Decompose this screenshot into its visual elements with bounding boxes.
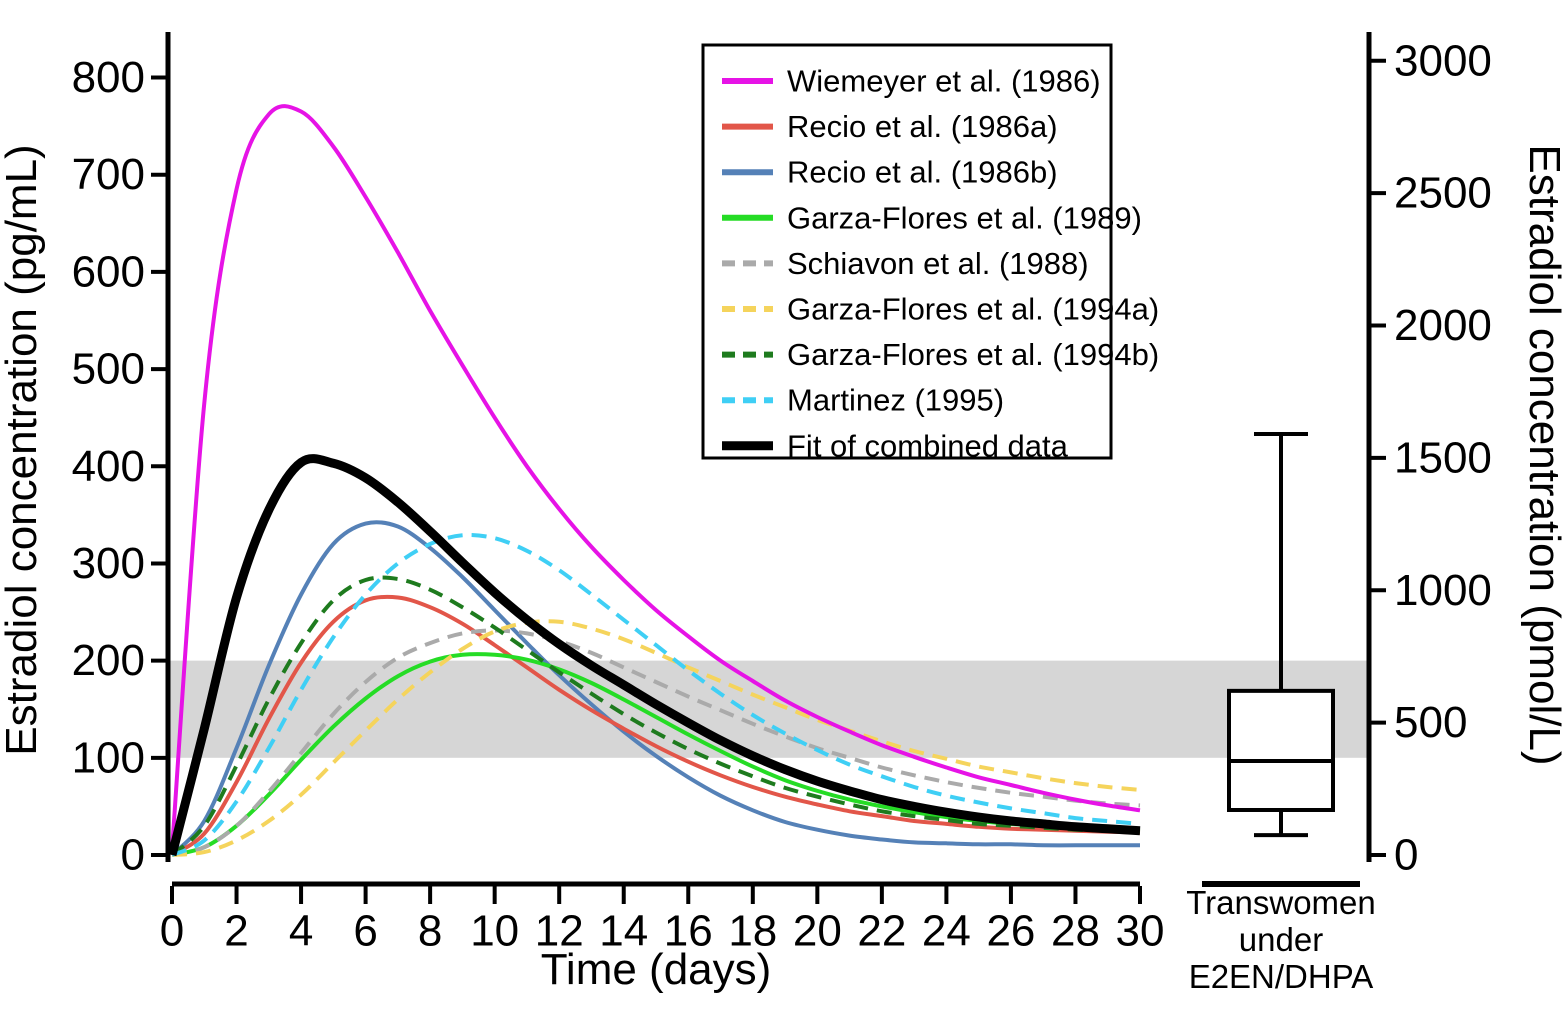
boxplot-box	[1227, 688, 1335, 812]
curve-garza-flores-et-al-1994b-	[170, 575, 1141, 857]
left-axis-tick-label: 500	[72, 345, 145, 394]
right-axis-tick-label: 2500	[1394, 169, 1492, 218]
x-axis-tick-label: 14	[599, 907, 648, 956]
right-axis-title: Estradiol concentration (pmol/L)	[1520, 144, 1564, 765]
x-axis-tick-label: 10	[470, 907, 519, 956]
legend-label-6: Garza-Flores et al. (1994b)	[787, 337, 1159, 372]
legend-label-0: Wiemeyer et al. (1986)	[787, 64, 1101, 99]
x-axis-tick-label: 8	[418, 907, 442, 956]
x-axis-tick-label: 4	[289, 907, 313, 956]
left-axis-tick-label: 200	[72, 636, 145, 685]
x-axis-title: Time (days)	[541, 945, 772, 994]
x-axis-tick-label: 2	[224, 907, 248, 956]
curve-recio-et-al-1986a-	[170, 594, 1141, 857]
right-axis-tick-label: 3000	[1394, 36, 1492, 85]
right-axis-tick-label: 500	[1394, 698, 1467, 747]
curve-fit-of-combined-data	[167, 454, 1141, 857]
boxplot	[1202, 432, 1360, 887]
left-axis-tick-label: 100	[72, 733, 145, 782]
legend-label-5: Garza-Flores et al. (1994a)	[787, 292, 1159, 327]
legend-label-1: Recio et al. (1986a)	[787, 109, 1058, 144]
x-axis-tick-label: 6	[353, 907, 377, 956]
boxplot-label-line-3: E2EN/DHPA	[1189, 958, 1374, 995]
x-axis-tick-label: 12	[535, 907, 584, 956]
curve-wiemeyer-et-al-1986-	[170, 104, 1141, 851]
legend-label-2: Recio et al. (1986b)	[787, 155, 1058, 190]
boxplot-label-line-1: Transwomen	[1186, 884, 1376, 921]
right-axis-tick-label: 0	[1394, 831, 1418, 880]
curve-schiavon-et-al-1988-	[171, 628, 1141, 857]
left-axis-tick-label: 600	[72, 247, 145, 296]
left-axis-tick-label: 400	[72, 442, 145, 491]
x-axis-tick-label: 28	[1051, 907, 1100, 956]
x-axis-tick-label: 22	[857, 907, 906, 956]
x-axis-tick-label: 20	[793, 907, 842, 956]
x-axis-tick-label: 26	[986, 907, 1035, 956]
legend-label-8: Fit of combined data	[787, 428, 1069, 463]
left-axis-tick-label: 800	[72, 53, 145, 102]
legend-label-4: Schiavon et al. (1988)	[787, 246, 1089, 281]
curve-martinez-1995-	[171, 532, 1141, 857]
curve-layer	[167, 104, 1141, 857]
right-axis-tick-label: 1000	[1394, 566, 1492, 615]
curve-recio-et-al-1986b-	[170, 520, 1140, 857]
left-axis-tick-label: 700	[72, 150, 145, 199]
left-axis-title: Estradiol concentration (pg/mL)	[0, 144, 46, 755]
legend-border	[701, 43, 1113, 460]
right-axis-tick-label: 2000	[1394, 301, 1492, 350]
left-axis-tick-label: 300	[72, 539, 145, 588]
legend-label-7: Martinez (1995)	[787, 383, 1004, 418]
x-axis-tick-label: 16	[664, 907, 713, 956]
right-axis-tick-label: 1500	[1394, 433, 1492, 482]
x-axis-tick-label: 18	[728, 907, 777, 956]
x-axis-tick-label: 30	[1116, 907, 1165, 956]
legend-label-3: Garza-Flores et al. (1989)	[787, 200, 1142, 235]
boxplot-label-line-2: under	[1239, 921, 1323, 958]
left-axis-tick-label: 0	[121, 831, 145, 880]
axis-layer: 0100200300400500600700800050010001500200…	[72, 32, 1492, 956]
legend: Wiemeyer et al. (1986) Recio et al. (1986…	[701, 43, 1159, 463]
x-axis-tick-label: 24	[922, 907, 971, 956]
x-axis-tick-label: 0	[160, 907, 184, 956]
